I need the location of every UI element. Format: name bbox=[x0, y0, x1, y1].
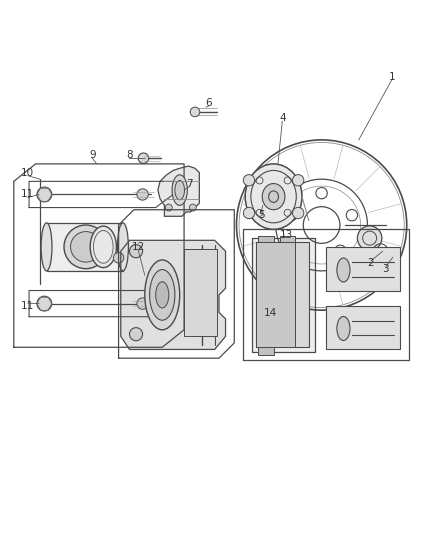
Ellipse shape bbox=[145, 260, 180, 330]
Circle shape bbox=[71, 231, 101, 262]
Text: 3: 3 bbox=[382, 264, 389, 274]
FancyBboxPatch shape bbox=[46, 223, 123, 271]
Text: 8: 8 bbox=[126, 150, 133, 160]
Circle shape bbox=[37, 187, 52, 202]
Ellipse shape bbox=[337, 317, 350, 341]
Text: 11: 11 bbox=[21, 189, 35, 199]
Circle shape bbox=[357, 226, 382, 251]
Circle shape bbox=[130, 328, 143, 341]
Circle shape bbox=[293, 207, 304, 219]
Polygon shape bbox=[158, 166, 199, 216]
Ellipse shape bbox=[117, 223, 128, 271]
Ellipse shape bbox=[150, 270, 175, 320]
Circle shape bbox=[244, 175, 254, 186]
Text: 1: 1 bbox=[389, 71, 395, 82]
Ellipse shape bbox=[337, 258, 350, 282]
Ellipse shape bbox=[245, 164, 302, 229]
Circle shape bbox=[130, 245, 143, 258]
Polygon shape bbox=[121, 240, 226, 350]
Text: 9: 9 bbox=[89, 150, 95, 160]
Text: 13: 13 bbox=[280, 230, 293, 240]
Ellipse shape bbox=[41, 223, 52, 271]
Circle shape bbox=[64, 225, 108, 269]
FancyBboxPatch shape bbox=[258, 236, 274, 243]
Circle shape bbox=[138, 153, 149, 164]
Circle shape bbox=[190, 107, 200, 117]
Circle shape bbox=[165, 204, 172, 211]
Ellipse shape bbox=[172, 175, 187, 205]
Ellipse shape bbox=[268, 191, 279, 203]
Circle shape bbox=[244, 207, 254, 219]
Text: 14: 14 bbox=[264, 308, 277, 318]
FancyBboxPatch shape bbox=[256, 243, 295, 348]
FancyBboxPatch shape bbox=[184, 249, 217, 336]
Polygon shape bbox=[252, 238, 315, 352]
FancyBboxPatch shape bbox=[326, 247, 400, 290]
Ellipse shape bbox=[155, 282, 169, 308]
Text: 5: 5 bbox=[258, 210, 265, 220]
Text: 12: 12 bbox=[131, 242, 145, 252]
FancyBboxPatch shape bbox=[256, 243, 308, 348]
Circle shape bbox=[37, 296, 52, 311]
Circle shape bbox=[113, 253, 124, 263]
Circle shape bbox=[293, 175, 304, 186]
Ellipse shape bbox=[262, 183, 285, 210]
Text: 4: 4 bbox=[279, 113, 286, 123]
Ellipse shape bbox=[90, 226, 117, 268]
Circle shape bbox=[189, 204, 196, 211]
Circle shape bbox=[137, 189, 148, 200]
Circle shape bbox=[137, 298, 148, 309]
FancyBboxPatch shape bbox=[280, 236, 295, 243]
Ellipse shape bbox=[175, 181, 184, 200]
Text: 2: 2 bbox=[367, 259, 374, 269]
FancyBboxPatch shape bbox=[258, 347, 274, 354]
Text: 10: 10 bbox=[21, 168, 34, 177]
Text: 6: 6 bbox=[206, 98, 212, 108]
Text: 7: 7 bbox=[186, 179, 193, 189]
FancyBboxPatch shape bbox=[326, 306, 400, 350]
Text: 11: 11 bbox=[21, 301, 35, 311]
